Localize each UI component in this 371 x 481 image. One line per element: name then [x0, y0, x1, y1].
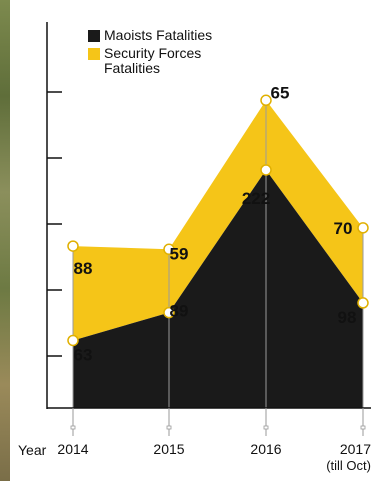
data-label-security-forces-fatalities-2017: 70 [334, 219, 353, 238]
data-label-maoists-fatalities-2014: 63 [74, 345, 93, 364]
x-tick-marker-2016 [263, 425, 269, 430]
legend-swatch-maoists [88, 30, 100, 42]
data-label-security-forces-fatalities-2015: 59 [170, 244, 189, 263]
x-tick-note-2017: (till Oct) [326, 458, 371, 473]
data-label-maoists-fatalities-2015: 89 [170, 302, 189, 321]
data-label-security-forces-fatalities-2016: 65 [271, 83, 290, 102]
point-maoists-fatalities-2017 [357, 297, 369, 309]
x-tick-marker-2014 [70, 425, 76, 430]
legend-swatch-security-forces [88, 48, 100, 60]
point-maoists-fatalities-2014 [67, 334, 79, 347]
x-tick-label-2016: 2016 [250, 441, 281, 457]
x-tick-label-2014: 2014 [57, 441, 88, 457]
point-maoists-fatalities-2015 [163, 306, 175, 319]
area-maoists-fatalities [73, 169, 363, 408]
x-tick-label-2017: 2017 [340, 441, 371, 457]
legend: Maoists Fatalities Security Forces Fatal… [88, 28, 234, 79]
data-label-security-forces-fatalities-2014: 88 [74, 259, 93, 278]
data-label-maoists-fatalities-2017: 98 [338, 308, 357, 327]
x-tick-label-2015: 2015 [153, 441, 184, 457]
legend-item-maoists: Maoists Fatalities [88, 28, 234, 43]
x-axis-title: Year [18, 442, 47, 458]
background-photo-edge [0, 0, 10, 481]
data-label-maoists-fatalities-2016: 222 [242, 189, 270, 208]
point-maoists-fatalities-2016 [260, 164, 272, 176]
x-tick-marker-2017 [360, 425, 366, 430]
legend-label-security-forces: Security Forces Fatalities [104, 45, 202, 76]
legend-label-maoists: Maoists Fatalities [104, 27, 213, 43]
point-security-forces-fatalities-2016 [260, 94, 272, 107]
point-security-forces-fatalities-2017 [357, 222, 369, 234]
point-security-forces-fatalities-2014 [67, 240, 79, 252]
point-security-forces-fatalities-2015 [163, 243, 175, 256]
x-tick-marker-2015 [166, 425, 172, 430]
area-security-forces-fatalities [73, 100, 363, 341]
legend-item-security-forces: Security Forces Fatalities [88, 46, 234, 76]
